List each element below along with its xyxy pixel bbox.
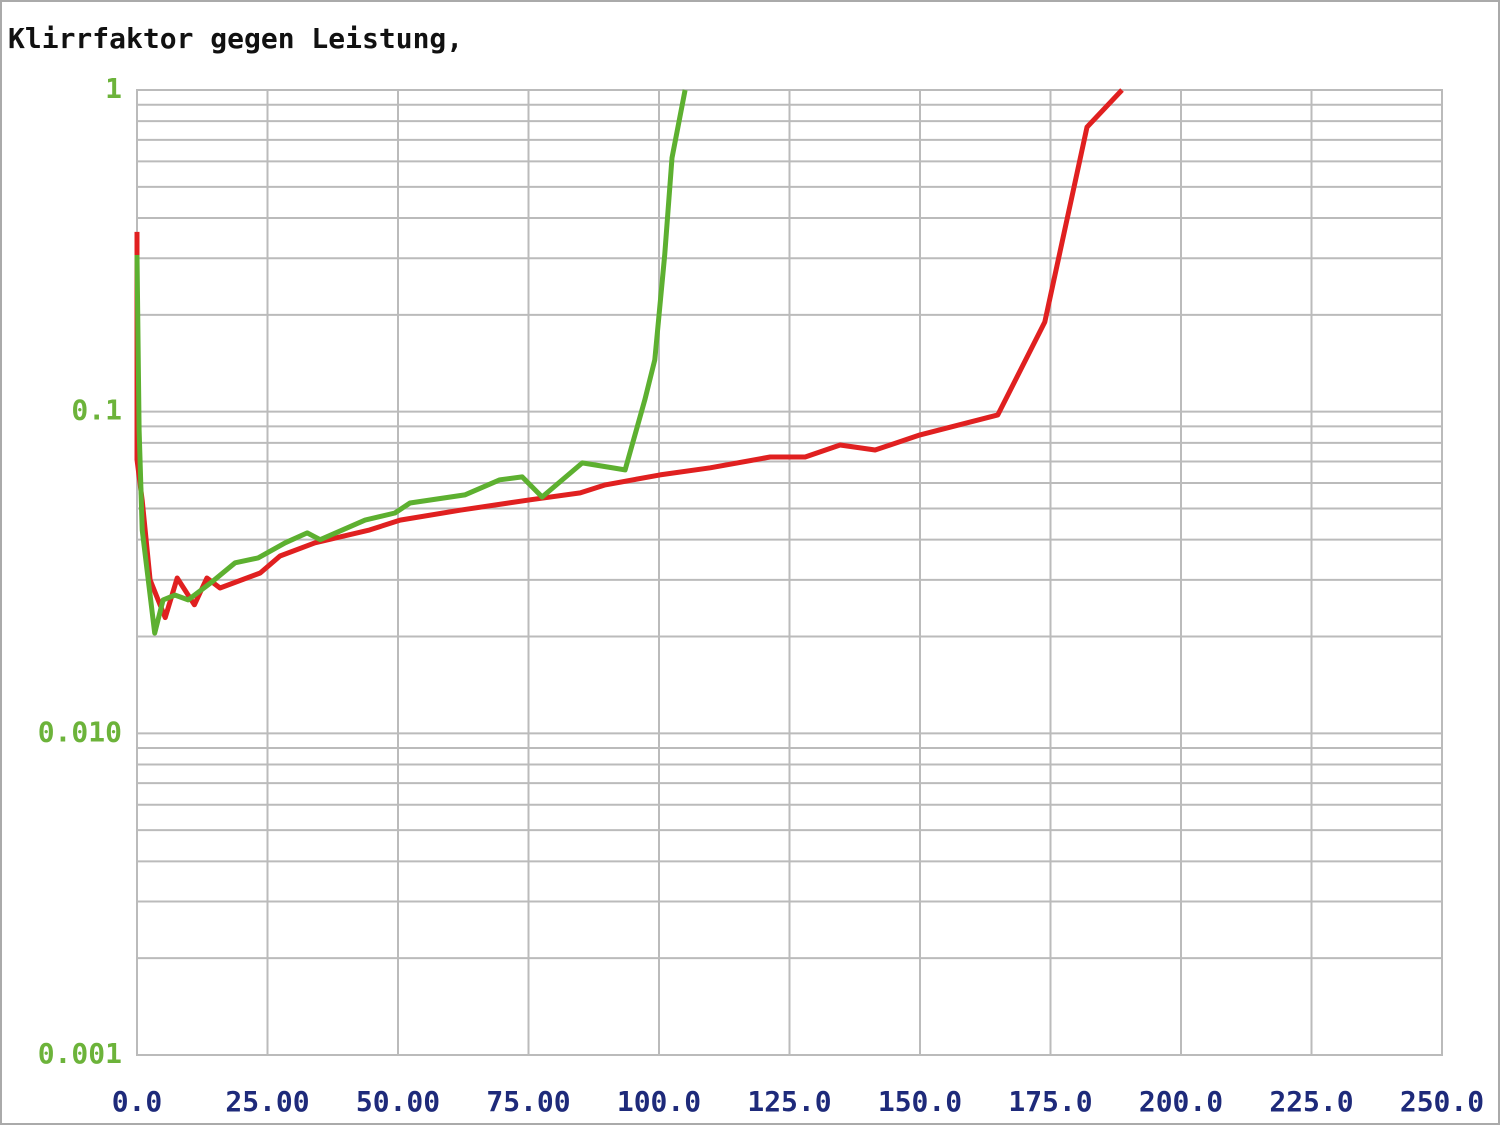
- x-tick-label: 150.0: [878, 1085, 962, 1118]
- y-tick-label: 0.1: [71, 394, 122, 427]
- x-tick-label: 125.0: [747, 1085, 831, 1118]
- y-tick-label: 0.010: [38, 715, 122, 748]
- chart-title: Klirrfaktor gegen Leistung,: [8, 22, 463, 55]
- x-tick-label: 250.0: [1400, 1085, 1484, 1118]
- x-tick-label: 50.00: [356, 1085, 440, 1118]
- data-line: [134, 88, 1124, 621]
- x-tick-label: 0.0: [112, 1085, 163, 1118]
- x-tick-label: 75.00: [486, 1085, 570, 1118]
- y-tick-label: 0.001: [38, 1037, 122, 1070]
- x-tick-label: 25.00: [225, 1085, 309, 1118]
- y-tick-label: 1: [105, 72, 122, 105]
- x-tick-label: 100.0: [617, 1085, 701, 1118]
- x-tick-label: 225.0: [1269, 1085, 1353, 1118]
- x-tick-label: 200.0: [1139, 1085, 1223, 1118]
- x-tick-label: 175.0: [1008, 1085, 1092, 1118]
- data-line: [134, 89, 688, 636]
